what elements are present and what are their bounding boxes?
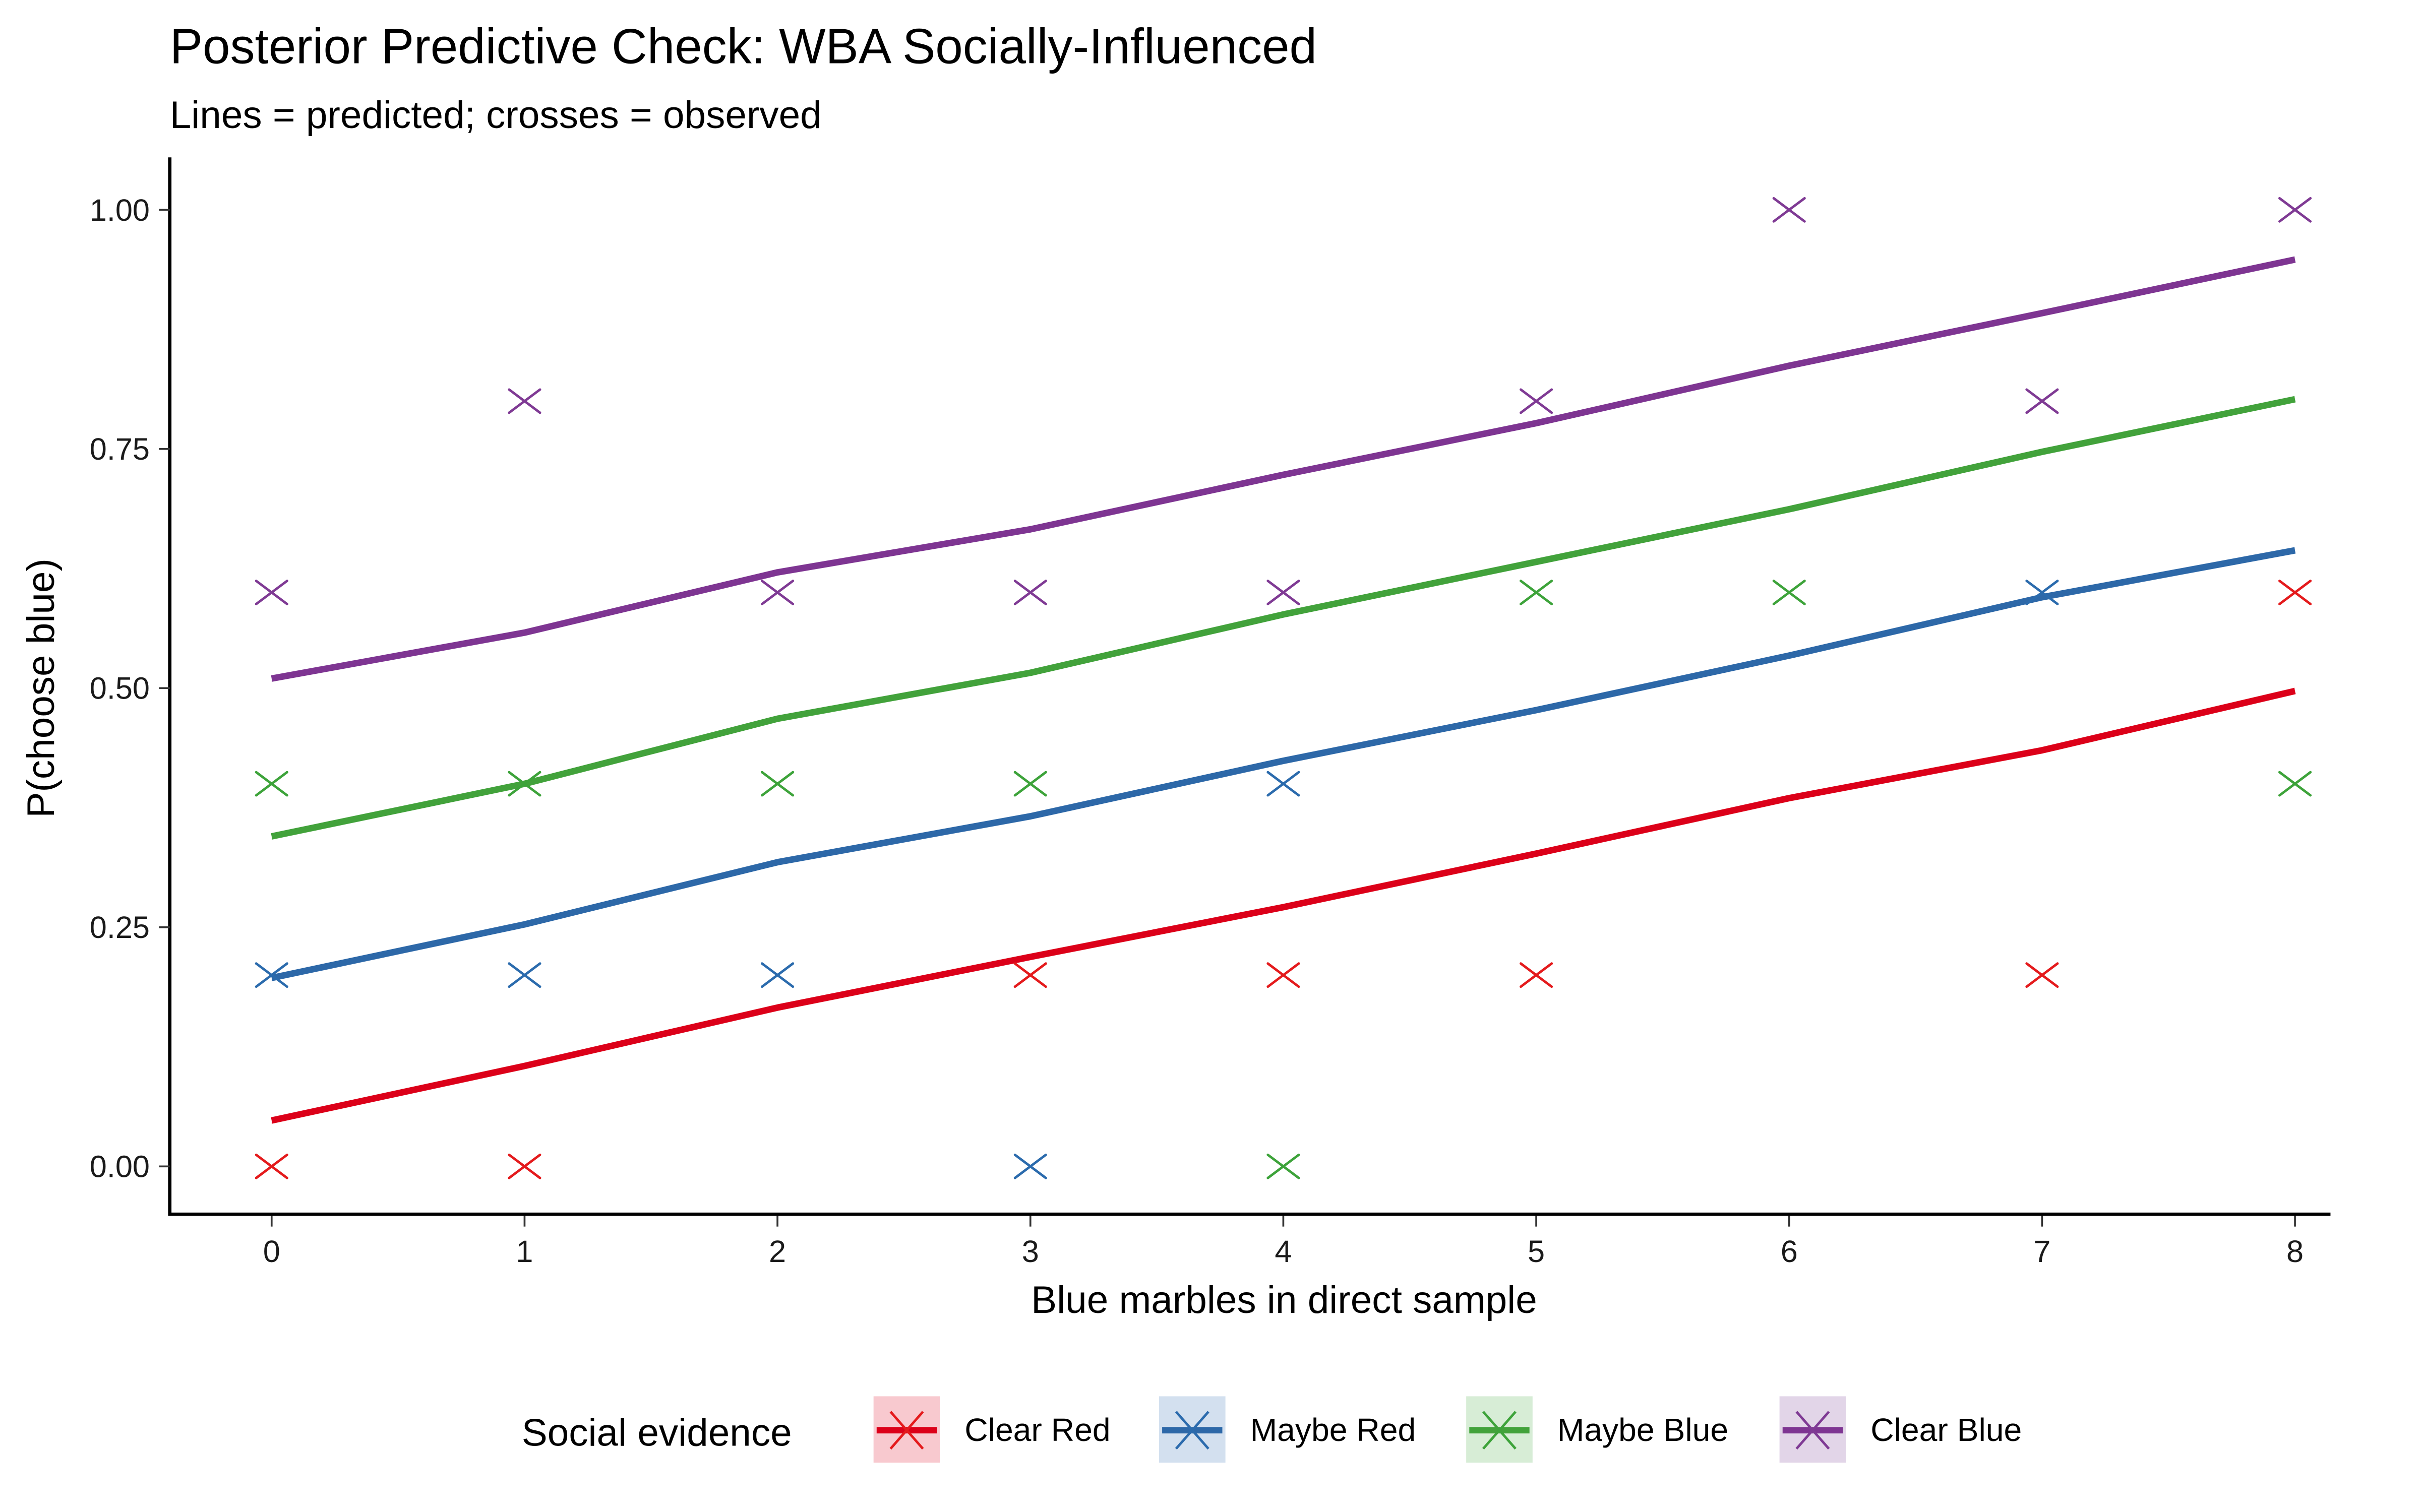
y-tick-label: 0.50 [90, 671, 150, 706]
observed-point-maybe-blue [1772, 580, 1806, 605]
observed-point-clear-blue [761, 580, 795, 605]
predicted-line-clear-blue [271, 256, 2296, 682]
legend-cross-icon [1482, 1411, 1517, 1450]
y-ticks: 0.00 0.25 0.50 0.75 1.00 [90, 193, 170, 1184]
chart-subtitle: Lines = predicted; crosses = observed [170, 94, 822, 137]
observed-point-maybe-red [508, 962, 541, 988]
y-tick-label: 0.75 [90, 432, 150, 466]
chart-title: Posterior Predictive Check: WBA Socially… [170, 19, 1317, 74]
observed-point-clear-red [1266, 962, 1300, 988]
y-tick-label: 0.00 [90, 1150, 150, 1184]
observed-point-maybe-blue [255, 771, 288, 797]
x-tick-label: 5 [1528, 1234, 1545, 1269]
observed-point-clear-red [1013, 962, 1047, 988]
x-tick-label: 0 [263, 1234, 280, 1269]
observed-point-maybe-red [1266, 771, 1300, 797]
observed-point-clear-red [255, 1153, 288, 1179]
legend-cross-icon [1795, 1411, 1830, 1450]
legend-item-clear-red[interactable]: Clear Red [873, 1396, 1111, 1463]
observed-point-clear-red [2278, 580, 2312, 605]
observed-point-maybe-blue [508, 771, 541, 797]
x-tick-label: 8 [2286, 1234, 2304, 1269]
legend-label: Maybe Blue [1557, 1412, 1728, 1448]
observed-point-maybe-red [255, 962, 288, 988]
legend-title: Social evidence [522, 1411, 792, 1454]
legend-items: Clear Red Maybe Red Maybe Blue Clear Blue [873, 1396, 2022, 1463]
y-axis-title: P(choose blue) [20, 558, 63, 818]
observed-point-clear-blue [1013, 580, 1047, 605]
observed-point-maybe-red [761, 962, 795, 988]
x-tick-label: 4 [1275, 1234, 1292, 1269]
legend-label: Clear Blue [1870, 1412, 2022, 1448]
x-tick-label: 1 [516, 1234, 533, 1269]
observed-point-maybe-blue [1013, 771, 1047, 797]
legend-cross-icon [1175, 1411, 1209, 1450]
plot-area [255, 197, 2312, 1179]
x-axis-title: Blue marbles in direct sample [1031, 1279, 1537, 1321]
series-points [255, 197, 2312, 1179]
x-tick-label: 3 [1022, 1234, 1039, 1269]
observed-point-maybe-red [2025, 580, 2059, 605]
predicted-line-clear-red [271, 687, 2296, 1124]
x-ticks: 0 1 2 3 4 5 6 7 8 [263, 1216, 2304, 1269]
legend-item-clear-blue[interactable]: Clear Blue [1779, 1396, 2022, 1463]
x-tick-label: 7 [2033, 1234, 2050, 1269]
legend-item-maybe-blue[interactable]: Maybe Blue [1466, 1396, 1728, 1463]
x-tick-label: 6 [1781, 1234, 1798, 1269]
y-tick-label: 0.25 [90, 910, 150, 944]
observed-point-clear-red [1520, 962, 1553, 988]
legend-label: Maybe Red [1250, 1412, 1416, 1448]
y-tick-label: 1.00 [90, 193, 150, 227]
observed-point-clear-red [508, 1153, 541, 1179]
observed-point-maybe-blue [761, 771, 795, 797]
observed-point-maybe-blue [1520, 580, 1553, 605]
legend-cross-icon [889, 1411, 924, 1450]
observed-point-clear-red [2025, 962, 2059, 988]
observed-point-maybe-red [1013, 1153, 1047, 1179]
predicted-line-maybe-blue [271, 396, 2296, 840]
predicted-line-maybe-red [271, 547, 2296, 981]
legend-label: Clear Red [964, 1412, 1110, 1448]
observed-point-clear-blue [1266, 580, 1300, 605]
observed-point-maybe-blue [2278, 771, 2312, 797]
observed-point-maybe-blue [1266, 1153, 1300, 1179]
observed-point-clear-blue [1520, 388, 1553, 414]
observed-point-clear-blue [2025, 388, 2059, 414]
observed-point-clear-blue [2278, 197, 2312, 223]
legend-item-maybe-red[interactable]: Maybe Red [1159, 1396, 1416, 1463]
observed-point-clear-blue [1772, 197, 1806, 223]
observed-point-clear-blue [508, 388, 541, 414]
series-lines [271, 256, 2296, 1124]
x-tick-label: 2 [769, 1234, 786, 1269]
observed-point-clear-blue [255, 580, 288, 605]
legend: Social evidence Clear Red Maybe Red Maybe … [522, 1396, 2022, 1463]
